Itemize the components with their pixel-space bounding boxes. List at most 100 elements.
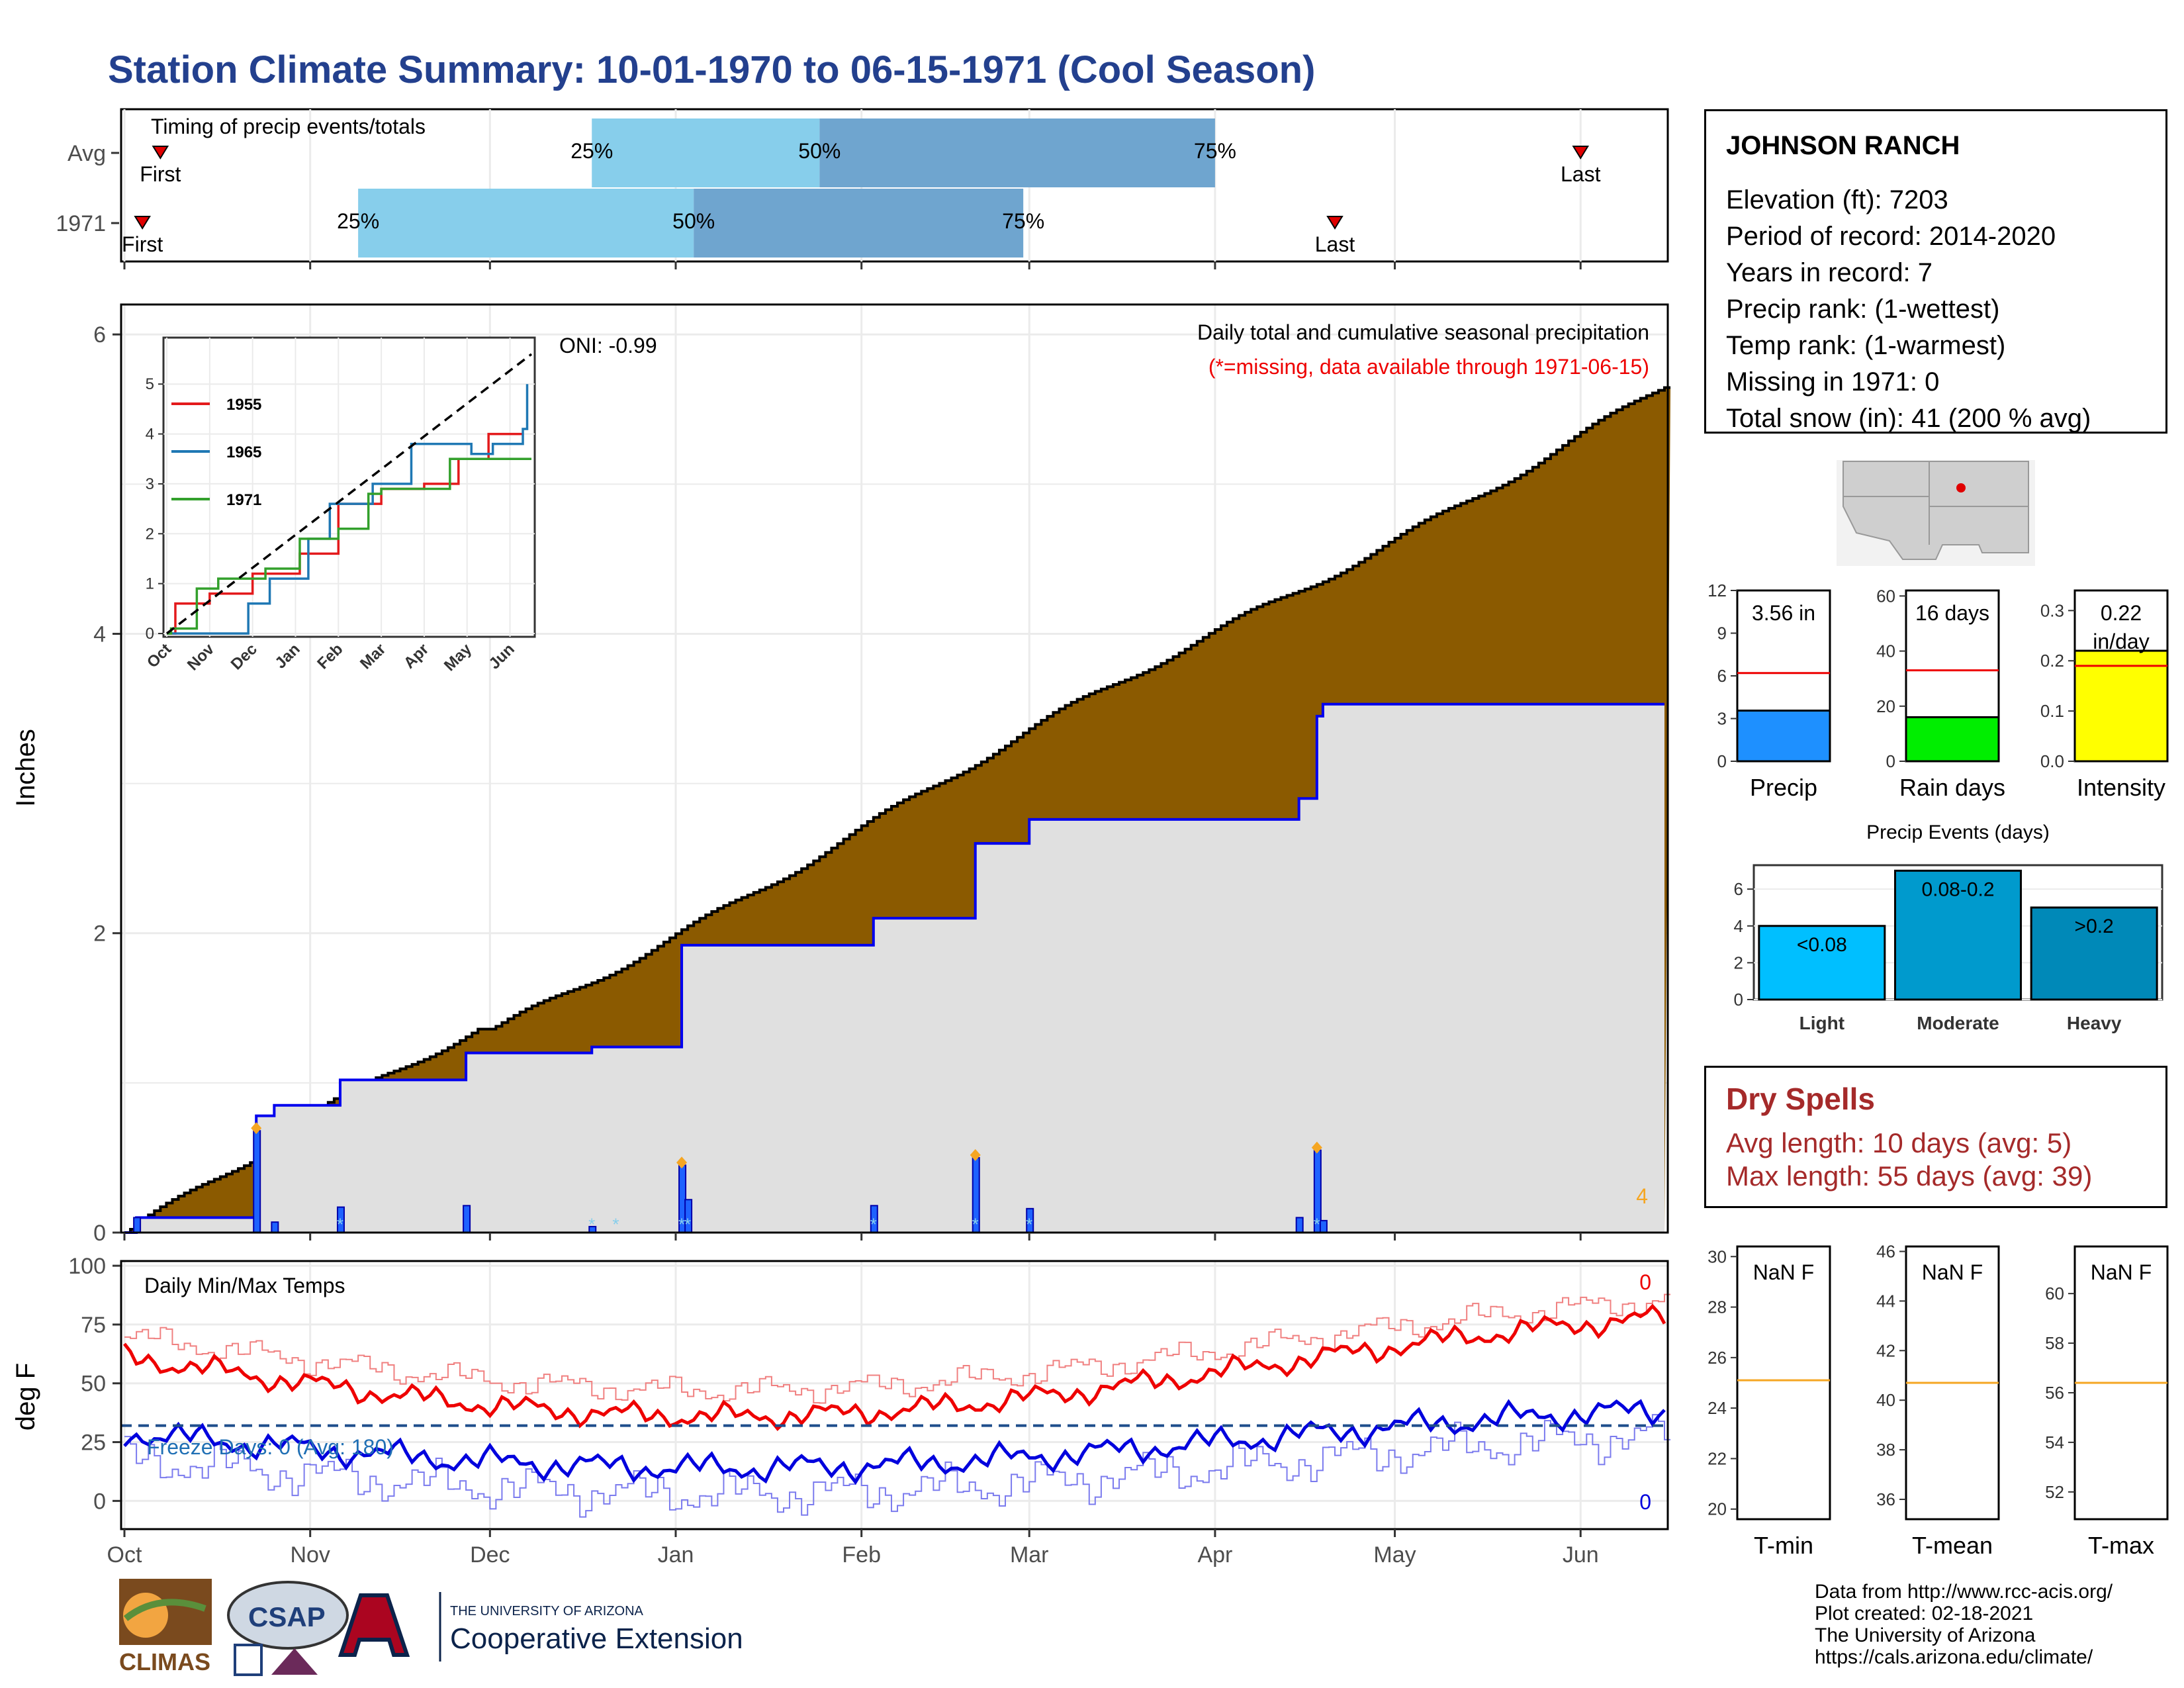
precip-y-tick-label: 2 bbox=[93, 921, 106, 947]
summary-y-tick-label: 3 bbox=[1717, 709, 1727, 729]
summary-y-tick-label: 6 bbox=[1717, 666, 1727, 686]
station-precip-rank: Precip rank: (1-wettest) bbox=[1726, 295, 2000, 324]
snow-marker: * bbox=[870, 1215, 877, 1235]
temp-summary-y-tick-label: 22 bbox=[1707, 1448, 1727, 1468]
ua-small-text: THE UNIVERSITY OF ARIZONA bbox=[450, 1604, 644, 1618]
temp-summary-y-tick-label: 30 bbox=[1707, 1246, 1727, 1266]
precip-y-tick-label: 6 bbox=[93, 322, 106, 348]
observed-cumulative-area bbox=[124, 704, 1664, 1233]
summary-bar bbox=[2073, 649, 2169, 763]
timing-label-50: 50% bbox=[798, 139, 841, 163]
month-tick-label: Oct bbox=[107, 1542, 142, 1568]
inset-series-line bbox=[167, 457, 531, 635]
month-tick-label: May bbox=[1373, 1542, 1416, 1568]
precip-y-tick-label: 4 bbox=[93, 622, 106, 647]
precip-missing-note: (*=missing, data available through 1971-… bbox=[1208, 355, 1649, 379]
station-snow: Total snow (in): 41 (200 % avg) bbox=[1726, 404, 2091, 433]
timing-last-label: Last bbox=[1561, 162, 1601, 186]
events-bar bbox=[1894, 869, 2022, 1001]
summary-y-tick-label: 0.1 bbox=[2040, 701, 2064, 721]
month-tick-label: Feb bbox=[842, 1542, 881, 1568]
inset-frame bbox=[162, 336, 536, 638]
temp-chart: 0 25 50 75 100 Oct Nov Dec Jan Feb Mar Apr May Jun deg… bbox=[11, 1254, 1671, 1568]
summary-value-label: 0.22 bbox=[2101, 601, 2142, 625]
daily-precip-bar bbox=[1319, 1219, 1328, 1233]
precip-annotation: Daily total and cumulative seasonal prec… bbox=[1197, 320, 1649, 344]
dry-spells-box: Dry Spells Avg length: 10 days (avg: 5) … bbox=[1704, 1066, 2167, 1208]
precip-y-axis-label: Inches bbox=[11, 729, 40, 807]
temp-summary-y-tick-label: 46 bbox=[1876, 1241, 1895, 1261]
temp-summary-value-label: NaN F bbox=[1922, 1260, 1983, 1284]
station-info-box: JOHNSON RANCH Elevation (ft): 7203 Perio… bbox=[1704, 109, 2167, 434]
freeze-days-label: Freeze Days: 0 (Avg: 180) bbox=[147, 1435, 394, 1459]
dry-spells-max: Max length: 55 days (avg: 39) bbox=[1726, 1160, 2093, 1192]
climas-logo: CLIMAS bbox=[119, 1579, 212, 1675]
month-tick-label: Apr bbox=[1197, 1542, 1232, 1568]
csap-logo-text: CSAP bbox=[248, 1601, 326, 1632]
temp-y-tick-label: 25 bbox=[81, 1430, 106, 1456]
logos: CLIMAS CSAP THE UNIVERSITY OF ARIZONA Co… bbox=[119, 1579, 741, 1676]
station-period: Period of record: 2014-2020 bbox=[1726, 222, 2056, 251]
temp-summary-label: T-min bbox=[1754, 1532, 1813, 1559]
timing-last-marker bbox=[1326, 216, 1343, 230]
summary-bar-label: Intensity bbox=[2077, 774, 2165, 801]
events-bar bbox=[2030, 906, 2158, 1001]
university-of-arizona-logo: THE UNIVERSITY OF ARIZONA Cooperative Ex… bbox=[338, 1592, 741, 1662]
summary-y-tick-label: 60 bbox=[1876, 586, 1895, 606]
snow-marker: * bbox=[972, 1215, 979, 1235]
snow-marker: * bbox=[678, 1215, 685, 1235]
inset-legend-label: 1971 bbox=[226, 491, 261, 509]
timing-label-25: 25% bbox=[337, 209, 379, 233]
month-tick-label: Jun bbox=[1563, 1542, 1599, 1568]
daily-precip-bar bbox=[271, 1221, 279, 1234]
summary-bar bbox=[1905, 716, 2000, 763]
temp-y-tick-label: 50 bbox=[81, 1372, 106, 1397]
extreme-count-label: 4 bbox=[1636, 1184, 1648, 1208]
min-count-label: 0 bbox=[1639, 1490, 1651, 1514]
timing-last-label: Last bbox=[1315, 232, 1355, 256]
station-missing: Missing in 1971: 0 bbox=[1726, 367, 1940, 397]
temp-summary-y-tick-label: 26 bbox=[1707, 1348, 1727, 1368]
station-elevation: Elevation (ft): 7203 bbox=[1726, 185, 1948, 214]
temp-summary-y-tick-label: 38 bbox=[1876, 1440, 1895, 1460]
summary-y-tick-label: 0 bbox=[1886, 751, 1895, 771]
inset-legend-label: 1965 bbox=[226, 444, 261, 461]
temp-summary-y-tick-label: 24 bbox=[1707, 1398, 1727, 1418]
temp-summary-y-tick-label: 36 bbox=[1876, 1489, 1895, 1509]
precip-events-chart: Precip Events (days) 0 2 4 6 <0.08 Light 0.08-0… bbox=[1734, 821, 2163, 1033]
timing-label-50: 50% bbox=[672, 209, 715, 233]
timing-label: Timing of precip events/totals bbox=[151, 115, 426, 138]
summary-bar bbox=[1736, 709, 1831, 763]
events-bar bbox=[1758, 925, 1886, 1001]
temp-summary-y-tick-label: 42 bbox=[1876, 1340, 1895, 1360]
avg-cumulative-line bbox=[124, 386, 1671, 1234]
summary-y-tick-label: 9 bbox=[1717, 624, 1727, 643]
location-map bbox=[1837, 460, 2035, 566]
temp-summary-y-tick-label: 58 bbox=[2045, 1333, 2064, 1353]
temp-summary-y-tick-label: 40 bbox=[1876, 1390, 1895, 1410]
inset-y-tick-label: 1 bbox=[146, 575, 154, 593]
temp-summary-value-label: NaN F bbox=[1753, 1260, 1814, 1284]
extreme-event-marker bbox=[970, 1149, 981, 1161]
temp-summary-y-tick-label: 20 bbox=[1707, 1499, 1727, 1519]
record-max-temp-line bbox=[124, 1293, 1671, 1404]
precip-frame bbox=[120, 303, 1669, 1234]
timing-first-marker bbox=[152, 146, 169, 160]
precip-summary-bars: 0 3 6 9 12 3.56 in Precip 0 20 40 60 16 days Rain da… bbox=[1707, 581, 2169, 801]
temp-summary-y-tick-label: 56 bbox=[2045, 1383, 2064, 1403]
page-title: Station Climate Summary: 10-01-1970 to 0… bbox=[108, 48, 1316, 91]
inset-y-tick-label: 5 bbox=[146, 375, 154, 393]
snow-marker: * bbox=[337, 1215, 343, 1235]
extreme-event-marker bbox=[251, 1122, 262, 1135]
station-years: Years in record: 7 bbox=[1726, 258, 1933, 287]
observed-cumulative-line bbox=[124, 702, 1664, 1234]
inset-y-tick-label: 0 bbox=[146, 625, 154, 643]
temp-summary-y-tick-label: 52 bbox=[2045, 1482, 2064, 1502]
timing-bar-q25-q50 bbox=[358, 189, 694, 258]
events-bar-label: <0.08 bbox=[1797, 934, 1847, 956]
extreme-event-marker bbox=[1311, 1141, 1322, 1154]
inset-y-tick-label: 3 bbox=[146, 475, 154, 493]
summary-y-tick-label: 0 bbox=[1717, 751, 1727, 771]
events-y-tick-label: 6 bbox=[1734, 879, 1743, 899]
footer-data-source: Data from http://www.rcc-acis.org/ bbox=[1815, 1581, 2113, 1603]
